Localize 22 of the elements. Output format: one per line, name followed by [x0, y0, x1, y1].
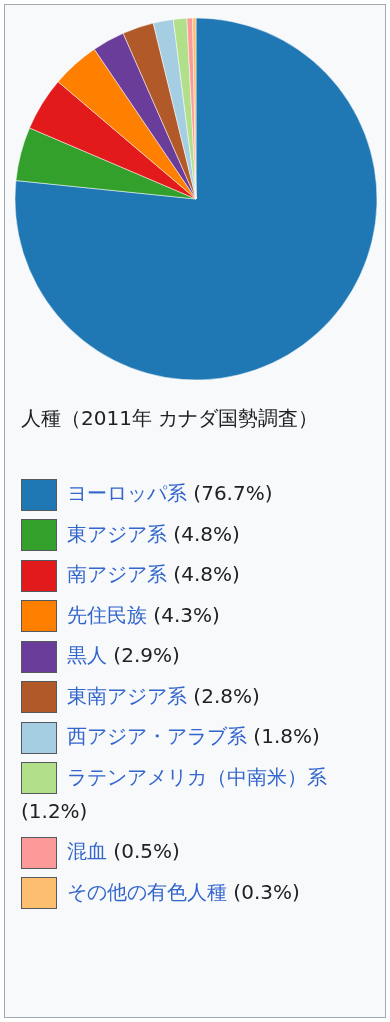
legend-label: その他の有色人種 — [67, 879, 227, 904]
data-label: (2.8%) — [193, 683, 260, 708]
data-label: (0.5%) — [113, 839, 180, 863]
legend-label: 西アジア・アラブ系 — [67, 724, 247, 748]
data-label: (1.8%) — [253, 724, 320, 748]
text: 人種（2011年 カナダ国勢調査） — [21, 405, 320, 432]
legend-label: ラテンアメリカ（中南米）系 — [67, 764, 327, 789]
data-label: (76.7%) — [193, 481, 273, 505]
legend-label: 東アジア系 — [67, 521, 167, 546]
data-label: (0.3%) — [233, 879, 300, 904]
data-label: (2.9%) — [113, 643, 180, 667]
legend-label: ヨーロッパ系 — [67, 481, 187, 505]
data-label: (4.8%) — [173, 521, 240, 546]
legend-label: 東南アジア系 — [67, 683, 187, 708]
legend-label: 黒人 — [67, 643, 107, 667]
data-label: (4.8%) — [173, 562, 240, 586]
legend-label: 先住民族 — [67, 602, 147, 627]
pie-slice — [14, 17, 378, 381]
data-label: (4.3%) — [153, 602, 220, 627]
data-label: (1.2%) — [21, 799, 88, 823]
legend-label: 南アジア系 — [67, 562, 167, 586]
legend-label: 混血 — [67, 839, 107, 863]
